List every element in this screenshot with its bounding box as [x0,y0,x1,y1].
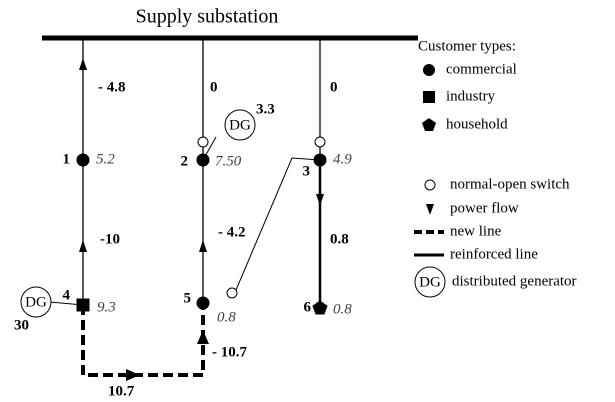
flow-arrow [79,240,87,252]
node-load: 0.8 [333,301,352,317]
legend-item: reinforced line [450,246,538,262]
flow: - 4.2 [218,224,246,240]
node-id: 1 [63,151,71,167]
flow: - 10.7 [212,344,247,360]
flow: - 4.8 [98,79,126,95]
flow-arrow [79,58,87,70]
node-id: 4 [63,287,71,303]
dg-power: 30 [14,317,29,333]
tie-line [235,157,321,291]
legend-item: household [446,116,508,132]
legend-symbol [424,179,436,191]
dg-label: DG [229,117,251,133]
legend-item: normal-open switch [450,176,570,192]
commercial-node [313,153,327,167]
flow: 0 [210,79,218,95]
node-id: 6 [304,299,312,315]
household-node [312,300,328,315]
commercial-node [76,153,90,167]
flow-arrow [316,194,324,206]
legend-dg: DG [419,274,441,290]
nodes [20,109,328,318]
node-load: 5.2 [96,151,115,167]
switch [197,136,209,148]
dg [20,286,52,318]
legend: Customer types: commercial industry hous… [414,38,577,298]
node-load: 4.9 [333,151,352,167]
commercial-node [196,153,210,167]
node-id: 5 [184,290,192,306]
switch [314,136,326,148]
flow: 0.8 [330,231,349,247]
node-id: 3 [303,163,311,179]
node-load: 9.3 [97,299,116,315]
legend-item: industry [446,88,496,104]
flow-arrow [199,240,207,252]
flow: 10.7 [108,383,135,399]
flow: -10 [100,231,120,247]
flow-arrow [197,330,209,344]
legend-symbol [414,266,446,298]
new-line [81,305,205,377]
node-load: 7.50 [215,153,242,169]
legend-symbol [426,204,434,215]
commercial-node [196,296,210,310]
arrows [79,58,324,381]
legend-heading: Customer types: [418,38,516,54]
node-load: 0.8 [217,309,236,325]
flow-arrow [126,369,140,381]
flow: 0 [330,79,338,95]
legend-item: new line [450,223,502,239]
legend-item: power flow [450,200,519,216]
dg [224,109,256,141]
industry-node [76,298,90,312]
dg-label: DG [25,294,47,310]
legend-item: commercial [446,61,517,77]
legend-symbol [422,118,436,131]
legend-item: distributed generator [452,273,577,289]
legend-symbol [423,64,435,76]
node-id: 2 [181,153,189,169]
dg-power: 3.3 [256,101,275,117]
legend-symbol [423,91,435,103]
title: Supply substation [136,6,279,28]
switch [226,287,238,299]
